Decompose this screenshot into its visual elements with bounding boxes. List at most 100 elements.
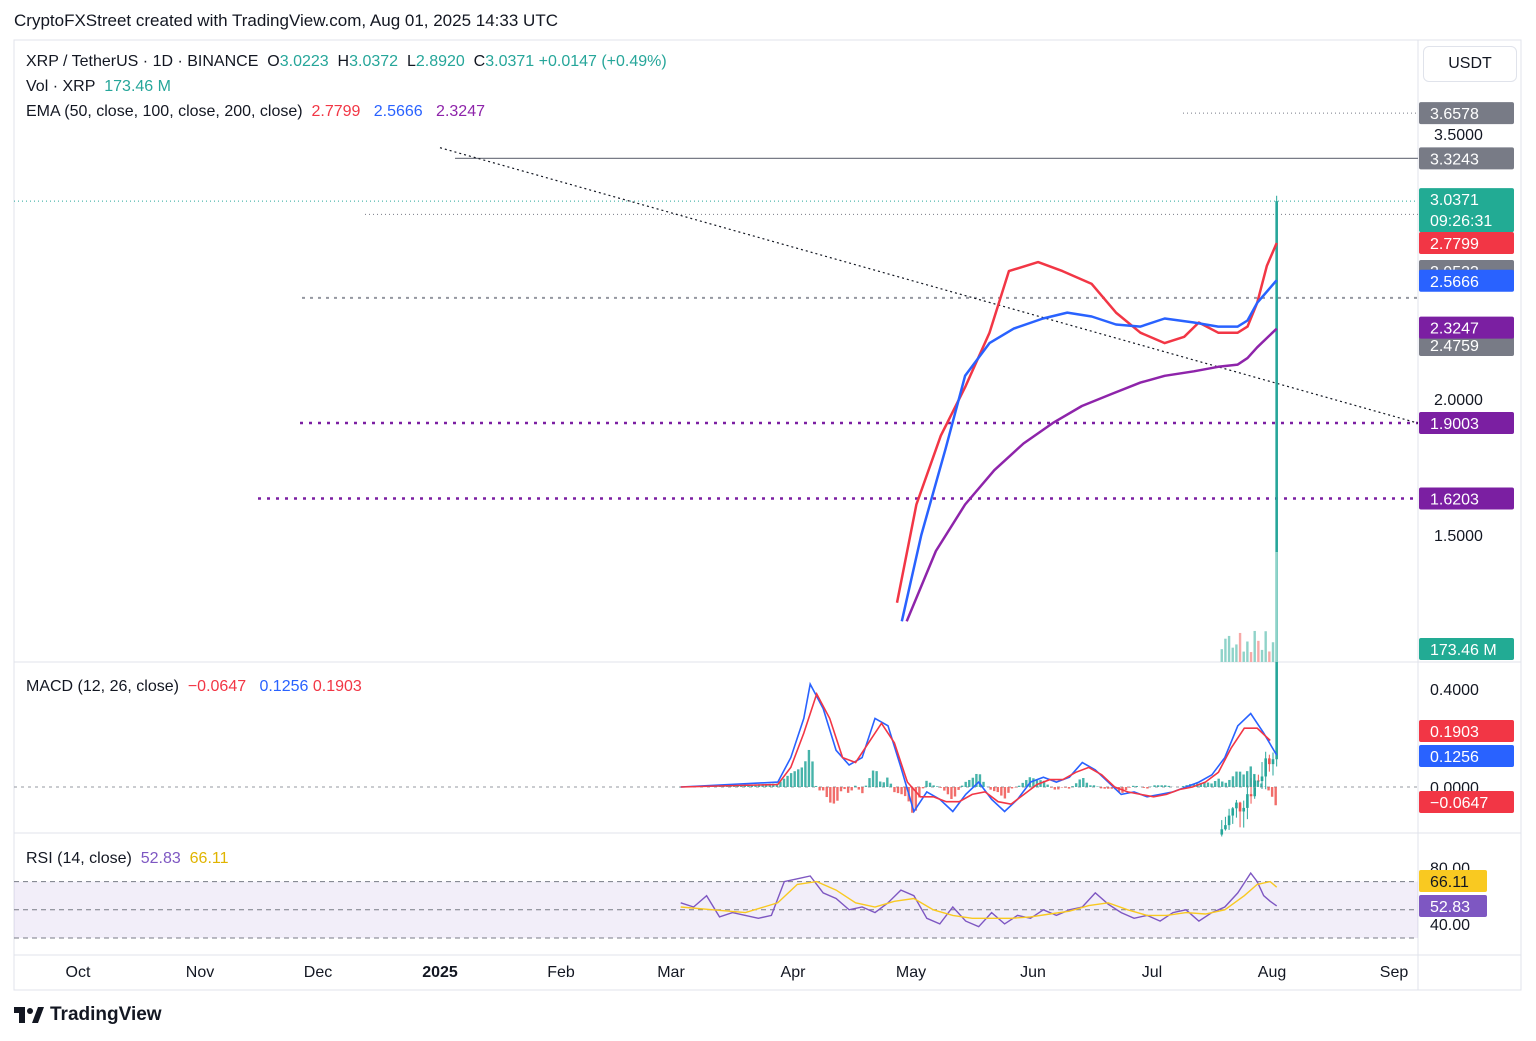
tradingview-logo[interactable]: TradingView — [14, 1004, 162, 1026]
volume-legend-value: 173.46 M — [104, 78, 171, 95]
volume-bar — [1242, 651, 1245, 662]
rsi-axis-label: 66.11 — [1430, 874, 1469, 891]
ohlc-low: 2.8920 — [415, 53, 465, 70]
macd-histogram-bar — [1135, 785, 1138, 787]
macd-histogram-bar — [1249, 766, 1252, 787]
macd-histogram-bar — [782, 778, 786, 787]
macd-histogram-bar — [1007, 787, 1010, 793]
rsi-value: 52.83 — [140, 850, 181, 867]
macd-histogram-bar — [1042, 780, 1046, 787]
rsi-legend[interactable]: RSI (14, close) 52.83 66.11 — [26, 850, 229, 868]
macd-histogram-bar — [1156, 785, 1160, 787]
macd-histogram-bar — [1032, 778, 1035, 787]
rsi-label-bg — [1419, 870, 1487, 892]
macd-histogram-bar — [896, 787, 900, 794]
volume-bar — [1260, 649, 1264, 662]
volume-bar — [1227, 635, 1231, 662]
countdown-label: 09:26:31 — [1430, 213, 1492, 230]
price-label-bg — [1419, 412, 1514, 435]
macd-histogram-bar — [839, 787, 843, 792]
macd-histogram-bar — [868, 778, 871, 787]
symbol-legend[interactable]: XRP / TetherUS · 1D · BINANCE O3.0223 H3… — [26, 53, 667, 71]
macd-histogram-bar — [1146, 787, 1149, 789]
macd-histogram-bar — [786, 775, 789, 787]
symbol-pair[interactable]: XRP / TetherUS · 1D · BINANCE — [26, 53, 259, 70]
macd-histogram-bar — [821, 787, 825, 791]
macd-histogram-bar — [1050, 787, 1053, 788]
volume-bar — [1253, 630, 1256, 662]
candle-body — [1231, 808, 1235, 816]
ema-line-ema100 — [900, 279, 1278, 622]
macd-histogram-bar — [1160, 785, 1163, 787]
macd-histogram-bar — [957, 787, 960, 790]
macd-histogram-bar — [1167, 785, 1170, 787]
volume-legend[interactable]: Vol · XRP 173.46 M — [26, 78, 171, 96]
ema-line-ema200 — [905, 327, 1278, 622]
macd-histogram-bar — [818, 787, 821, 791]
time-axis-tick: Sep — [1380, 964, 1409, 981]
macd-histogram-bar — [996, 787, 999, 793]
macd-histogram-bar — [1021, 782, 1024, 787]
macd-histogram-bar — [811, 761, 814, 787]
macd-histogram-bar — [1238, 771, 1242, 787]
ohlc-close-label: C — [473, 53, 486, 70]
ohlc-high: 3.0372 — [349, 53, 399, 70]
candle-body — [1235, 802, 1238, 809]
time-axis-tick: 2025 — [422, 964, 458, 981]
macd-histogram-bar — [1131, 785, 1135, 787]
macd-histogram-bar — [950, 787, 953, 800]
candle-body — [1264, 758, 1267, 777]
macd-histogram-bar — [943, 787, 946, 791]
macd-histogram-bar — [1014, 787, 1017, 788]
macd-histogram-bar — [960, 785, 964, 787]
candle-body — [1242, 807, 1246, 812]
time-axis-tick: Apr — [781, 964, 807, 981]
time-axis-tick: Nov — [186, 964, 214, 981]
volume-bar — [1249, 652, 1253, 662]
candle-body — [1227, 815, 1231, 826]
macd-histogram-bar — [964, 781, 967, 787]
currency-button[interactable]: USDT — [1423, 46, 1517, 82]
macd-histogram-bar — [1142, 787, 1146, 788]
macd-histogram-bar — [793, 771, 796, 787]
macd-axis-label: −0.0647 — [1430, 795, 1488, 812]
macd-histogram-bar — [1203, 782, 1206, 787]
macd-histogram-bar — [1213, 780, 1217, 787]
macd-histogram-bar — [914, 787, 918, 811]
volume-bar — [1268, 651, 1271, 662]
price-label-blue: 2.5666 — [1430, 274, 1479, 291]
macd-legend[interactable]: MACD (12, 26, close) −0.0647 0.1256 0.19… — [26, 678, 362, 696]
macd-histogram-bar — [1256, 780, 1260, 787]
ema-legend[interactable]: EMA (50, close, 100, close, 200, close) … — [26, 103, 485, 121]
macd-histogram-bar — [878, 781, 882, 787]
candle-body — [1253, 780, 1256, 797]
volume-bar — [1220, 649, 1223, 662]
time-axis-tick: Jun — [1020, 964, 1046, 981]
macd-histogram-bar — [829, 787, 832, 803]
macd-hist-value: −0.0647 — [187, 678, 247, 695]
chart-frame — [13, 39, 1522, 991]
volume-bar — [1246, 641, 1249, 662]
macd-histogram-bar — [843, 787, 846, 790]
ohlc-low-label: L — [406, 53, 416, 70]
macd-histogram-bar — [1206, 782, 1210, 787]
macd-histogram-bar — [900, 787, 903, 795]
macd-histogram-group — [679, 749, 1277, 813]
macd-histogram-bar — [1057, 787, 1060, 790]
macd-histogram-bar — [1117, 787, 1121, 793]
price-label-gray: 2.4759 — [1430, 338, 1479, 355]
candle-body — [1220, 829, 1224, 835]
ohlc-change: +0.0147 (+0.49%) — [538, 53, 667, 70]
price-label-purple: 2.3247 — [1430, 321, 1479, 338]
macd-histogram-bar — [939, 787, 942, 788]
macd-histogram-bar — [1107, 787, 1110, 789]
ohlc-high-label: H — [337, 53, 350, 70]
macd-histogram-bar — [1231, 776, 1235, 787]
candle-body — [1260, 776, 1264, 782]
price-label-bg — [1419, 188, 1514, 233]
ema-legend-label: EMA (50, close, 100, close, 200, close) — [26, 103, 303, 120]
candle-body — [1224, 825, 1227, 830]
macd-histogram-bar — [797, 769, 800, 787]
tradingview-icon — [14, 1007, 44, 1023]
